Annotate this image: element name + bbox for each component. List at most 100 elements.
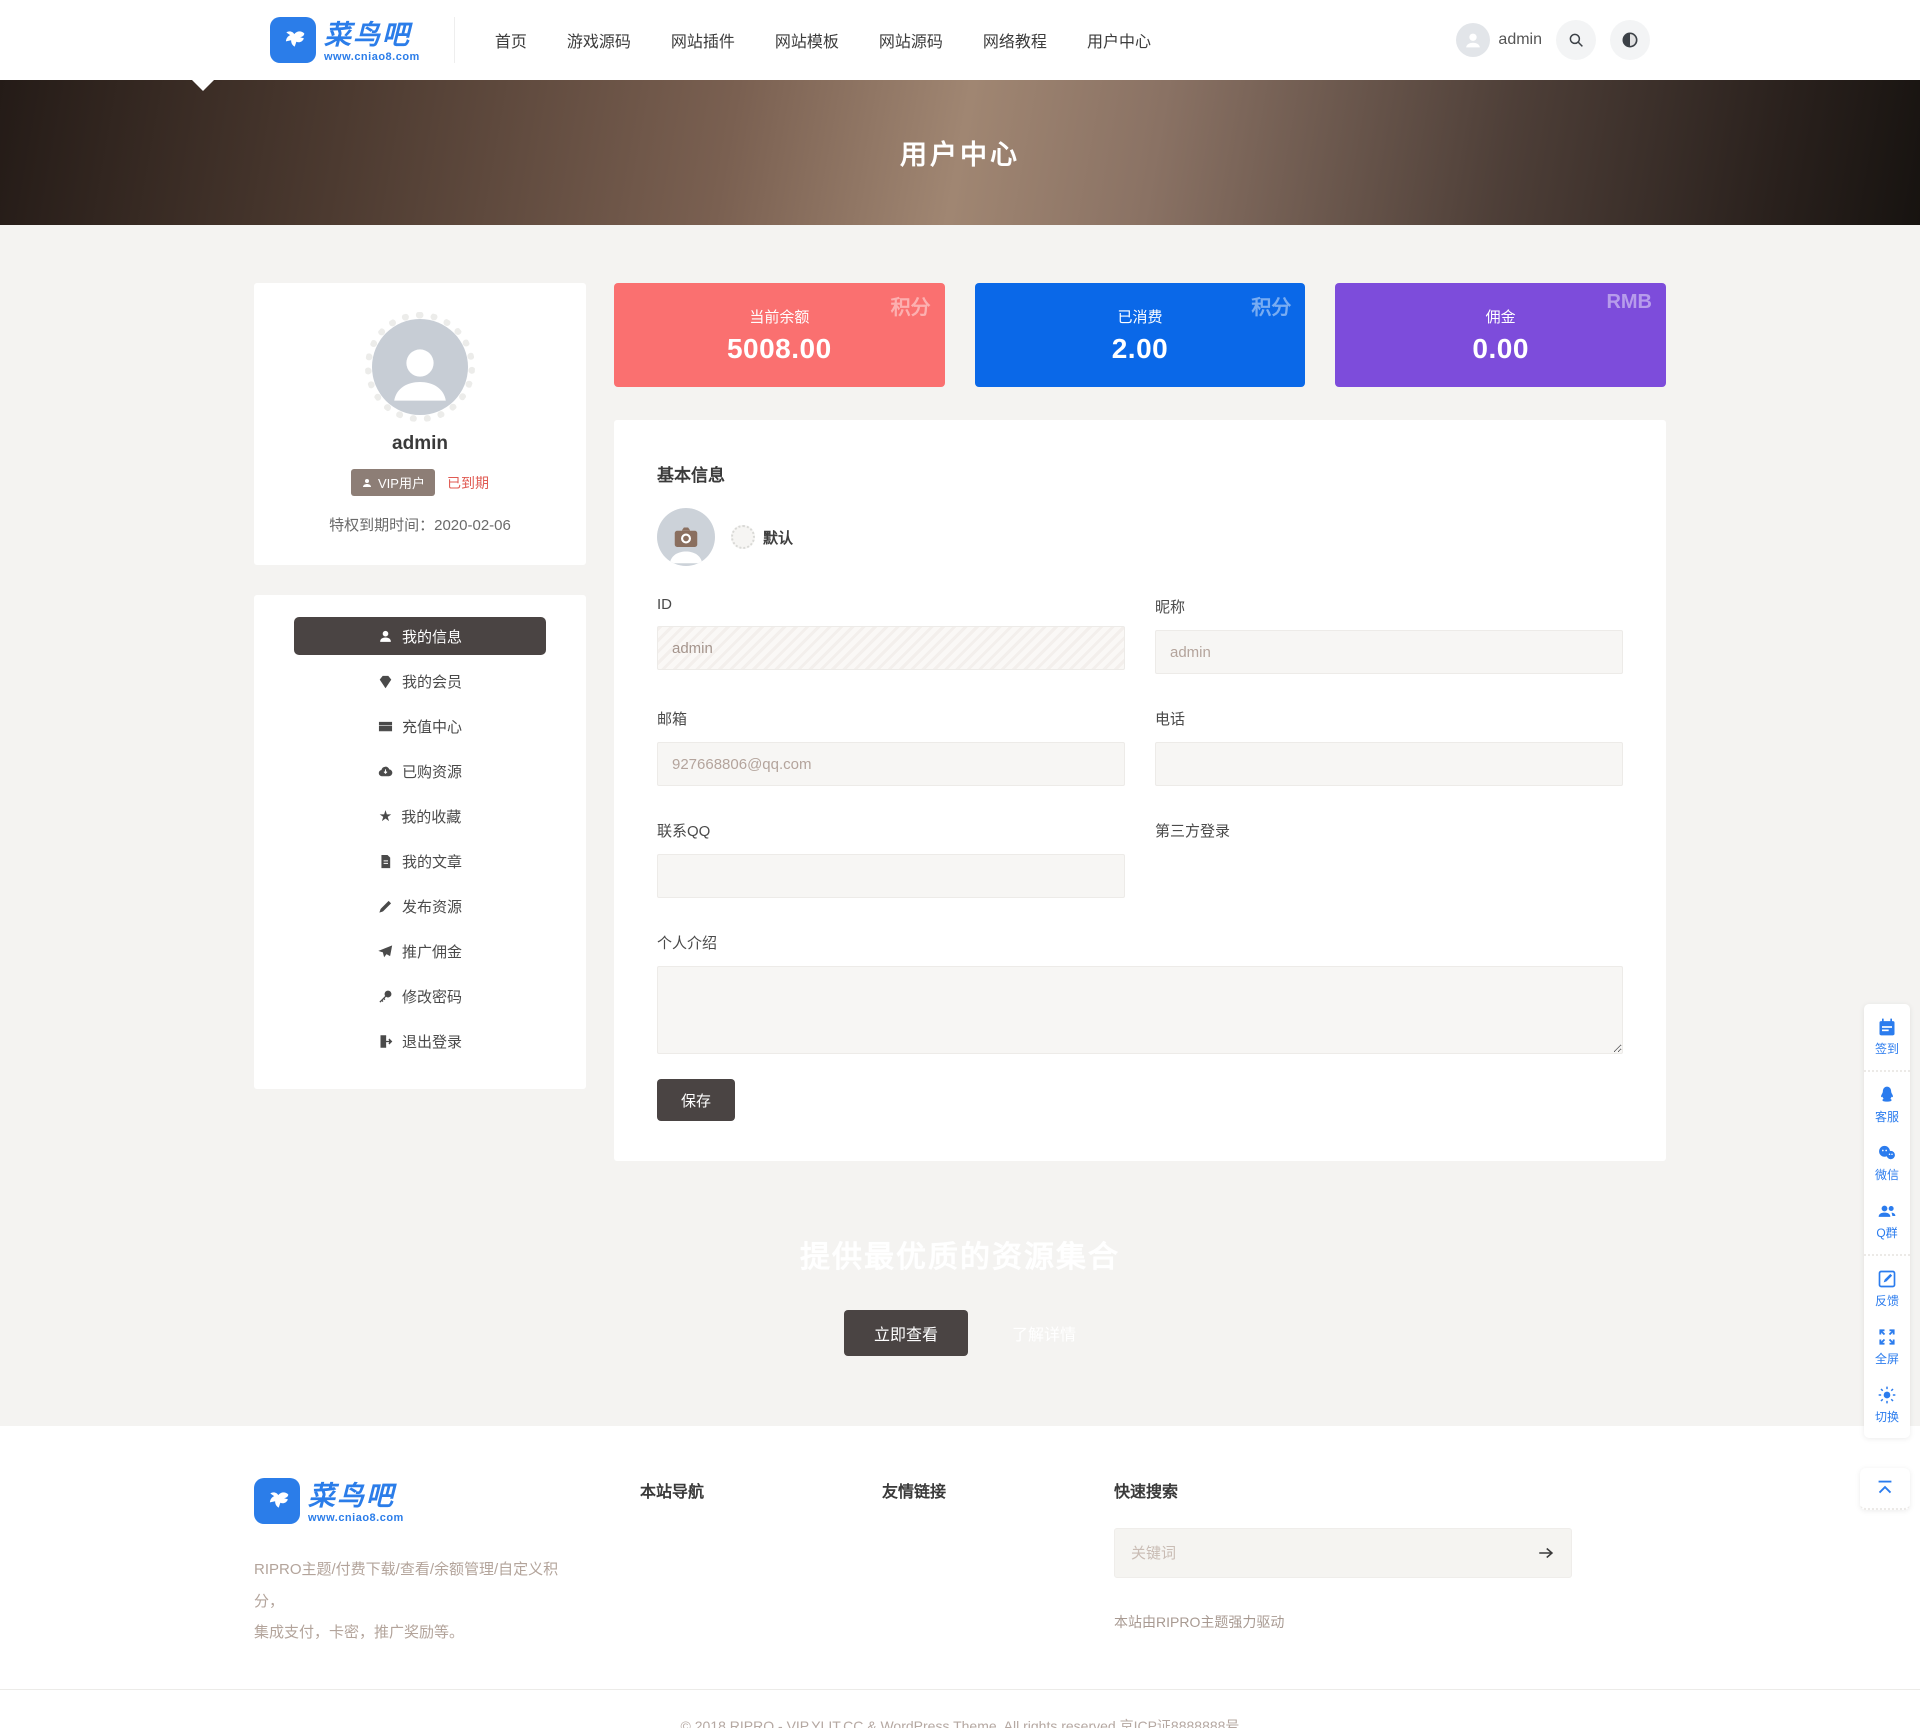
sidebar-item-my-info[interactable]: 我的信息 xyxy=(294,617,546,655)
nav-item-home[interactable]: 首页 xyxy=(494,34,527,51)
footer-search-input[interactable] xyxy=(1131,1544,1537,1562)
nav-item-user-center[interactable]: 用户中心 xyxy=(1086,34,1151,51)
stat-label: 佣金 xyxy=(1485,308,1516,326)
avatar-row: 默认 xyxy=(657,508,1623,566)
id-label: ID xyxy=(657,596,672,613)
back-to-top-icon xyxy=(1878,1480,1892,1494)
pen-icon xyxy=(379,900,392,913)
float-label: 全屏 xyxy=(1874,1352,1899,1366)
qq-field[interactable] xyxy=(657,854,1125,898)
nav-item-site-source[interactable]: 网站源码 xyxy=(878,34,943,51)
footer-columns: 菜鸟吧 www.cniao8.com RIPRO主题/付费下载/查看/余额管理/… xyxy=(254,1478,1666,1649)
footer-links-column: 友情链接 xyxy=(882,1478,1114,1649)
default-avatar-radio[interactable] xyxy=(731,525,755,549)
credit-card-icon xyxy=(378,721,393,731)
sidebar-item-label: 修改密码 xyxy=(401,988,462,1006)
user-menu[interactable]: admin xyxy=(1456,23,1542,57)
nav-item-tutorials[interactable]: 网络教程 xyxy=(982,34,1047,51)
sidebar-item-membership[interactable]: 我的会员 xyxy=(294,662,546,700)
left-column: admin VIP用户 已到期 特权到期时间：2020-02-06 我的信息 xyxy=(254,283,586,1161)
save-button[interactable]: 保存 xyxy=(657,1079,736,1121)
stat-unit: 积分 xyxy=(1251,297,1292,319)
wechat-button[interactable]: 微信 xyxy=(1864,1134,1910,1192)
nav-item-templates[interactable]: 网站模板 xyxy=(774,34,839,51)
float-toolbar: 签到 客服 微信 Q群 反馈 全屏 xyxy=(1864,1004,1910,1438)
footer-search-submit[interactable] xyxy=(1537,1544,1555,1562)
qq-label: 联系QQ xyxy=(657,823,711,840)
nickname-label: 昵称 xyxy=(1155,599,1186,616)
intro-field[interactable] xyxy=(657,966,1623,1054)
sidebar-item-favorites[interactable]: ★ 我的收藏 xyxy=(294,797,546,835)
sidebar-item-logout[interactable]: 退出登录 xyxy=(294,1022,546,1060)
field-nickname: 昵称 xyxy=(1155,596,1623,674)
phone-field[interactable] xyxy=(1155,742,1623,786)
main-nav: 首页 游戏源码 网站插件 网站模板 网站源码 网络教程 用户中心 xyxy=(495,28,1151,52)
float-group-tools: 反馈 全屏 切换 xyxy=(1864,1254,1910,1438)
qq-icon xyxy=(1881,1086,1893,1102)
checkin-button[interactable]: 签到 xyxy=(1864,1008,1910,1066)
footer: 菜鸟吧 www.cniao8.com RIPRO主题/付费下载/查看/余额管理/… xyxy=(0,1426,1920,1728)
field-email: 邮箱 xyxy=(657,708,1125,786)
hero-notch xyxy=(192,80,214,91)
vip-badge-label: VIP用户 xyxy=(378,476,425,491)
field-id: ID xyxy=(657,596,1125,674)
sidebar-item-recharge[interactable]: 充值中心 xyxy=(294,707,546,745)
wechat-icon xyxy=(1879,1145,1895,1160)
gem-icon xyxy=(379,675,392,688)
profile-avatar xyxy=(365,312,475,422)
stat-unit: RMB xyxy=(1606,291,1652,313)
footer-logo[interactable]: 菜鸟吧 www.cniao8.com xyxy=(254,1478,640,1524)
nickname-field[interactable] xyxy=(1155,630,1623,674)
float-label: 切换 xyxy=(1874,1410,1899,1424)
sidebar-item-articles[interactable]: 我的文章 xyxy=(294,842,546,880)
footer-description: RIPRO主题/付费下载/查看/余额管理/自定义积分， 集成支付，卡密，推广奖励… xyxy=(254,1554,584,1649)
footer-search-box xyxy=(1114,1528,1572,1578)
back-to-top-button[interactable] xyxy=(1860,1468,1910,1510)
default-avatar-option[interactable]: 默认 xyxy=(731,525,793,549)
copyright: © 2018 RIPRO - VIP.YLIT.CC & WordPress T… xyxy=(680,1717,1240,1728)
nav-item-game-source[interactable]: 游戏源码 xyxy=(566,34,631,51)
fullscreen-button[interactable]: 全屏 xyxy=(1864,1318,1910,1376)
feedback-icon xyxy=(1878,1270,1896,1288)
stat-value: 2.00 xyxy=(1111,332,1169,364)
sidebar-item-label: 我的信息 xyxy=(401,628,462,646)
avatar-upload[interactable] xyxy=(657,508,715,566)
sidebar-item-purchased[interactable]: 已购资源 xyxy=(294,752,546,790)
stat-card-consumed: 积分 已消费 2.00 xyxy=(974,283,1306,387)
intro-label: 个人介绍 xyxy=(657,935,718,952)
stat-label: 已消费 xyxy=(1117,308,1163,326)
phone-label: 电话 xyxy=(1155,711,1186,728)
profile-username: admin xyxy=(392,433,448,454)
footer-search-heading: 快速搜索 xyxy=(1114,1484,1179,1501)
cta-details-button[interactable]: 了解详情 xyxy=(1012,1321,1076,1345)
search-icon xyxy=(1569,33,1583,47)
stat-value: 5008.00 xyxy=(726,332,832,364)
customer-service-button[interactable]: 客服 xyxy=(1864,1076,1910,1134)
navbar: 菜鸟吧 www.cniao8.com 首页 游戏源码 网站插件 网站模板 网站源… xyxy=(0,0,1920,80)
theme-toggle-button[interactable] xyxy=(1610,20,1650,60)
email-field[interactable] xyxy=(657,742,1125,786)
sidebar-item-label: 充值中心 xyxy=(401,718,462,736)
nav-item-plugins[interactable]: 网站插件 xyxy=(670,34,735,51)
float-group-checkin: 签到 xyxy=(1864,1004,1910,1070)
sidebar-item-publish[interactable]: 发布资源 xyxy=(294,887,546,925)
site-logo[interactable]: 菜鸟吧 www.cniao8.com xyxy=(270,17,455,63)
sidebar-item-label: 我的收藏 xyxy=(401,808,462,826)
third-party-label: 第三方登录 xyxy=(1155,823,1231,840)
stat-label: 当前余额 xyxy=(749,308,810,326)
stat-card-commission: RMB 佣金 0.00 xyxy=(1335,283,1666,387)
field-phone: 电话 xyxy=(1155,708,1623,786)
sidebar-item-label: 退出登录 xyxy=(401,1033,462,1051)
logo-subtitle: www.cniao8.com xyxy=(324,51,420,63)
feedback-button[interactable]: 反馈 xyxy=(1864,1260,1910,1318)
footer-powered: 本站由RIPRO主题强力驱动 xyxy=(1114,1614,1285,1630)
vip-badge: VIP用户 xyxy=(351,469,435,496)
sidebar-item-password[interactable]: 修改密码 xyxy=(294,977,546,1015)
theme-switch-button[interactable]: 切换 xyxy=(1864,1376,1910,1434)
sidebar-item-commission[interactable]: 推广佣金 xyxy=(294,932,546,970)
cta-view-button[interactable]: 立即查看 xyxy=(843,1309,968,1356)
footer-nav-heading: 本站导航 xyxy=(640,1484,705,1501)
search-button[interactable] xyxy=(1556,20,1596,60)
qq-group-button[interactable]: Q群 xyxy=(1864,1192,1910,1250)
arrow-right-icon xyxy=(1539,1547,1554,1559)
